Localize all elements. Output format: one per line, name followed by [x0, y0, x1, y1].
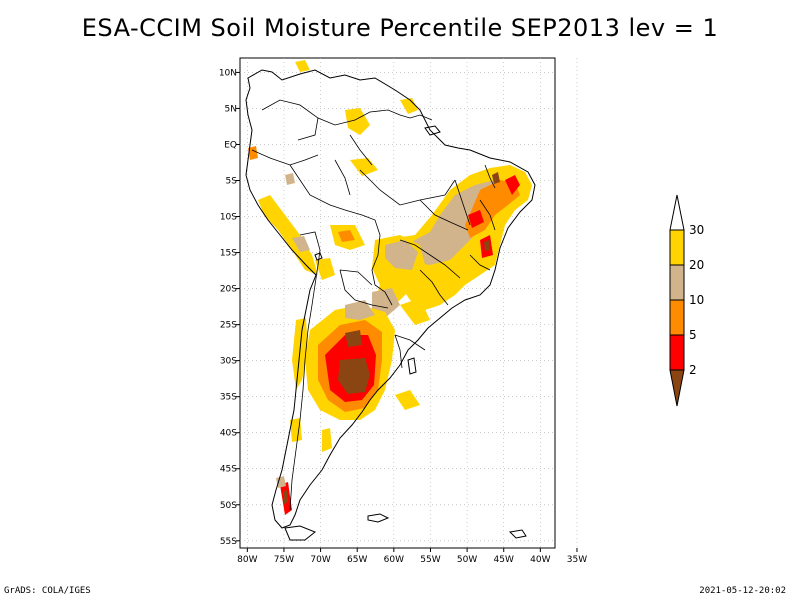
- border-argentina-paraguay: [339, 269, 389, 309]
- lat-tick-label: 5N: [225, 104, 237, 114]
- border-brazil-states-10: [469, 254, 491, 271]
- tierra-del-fuego: [284, 525, 316, 541]
- shade-ne-brown-2: [492, 172, 500, 184]
- colorbar-bin-20-30: [669, 229, 685, 266]
- lat-tick-label: 20S: [220, 285, 237, 295]
- lat-tick-label: 10N: [219, 68, 237, 78]
- lat-tick-label: 55S: [220, 537, 237, 547]
- shade-ecuador-orange: [248, 146, 258, 160]
- map-title: ESA-CCIM Soil Moisture Percentile SEP201…: [81, 14, 719, 42]
- colorbar-label-5: 5: [689, 328, 697, 342]
- border-brazil-states-4: [454, 179, 471, 226]
- lake-titicaca: [314, 252, 323, 261]
- lat-tick-label: 5S: [226, 177, 238, 187]
- shade-amazon-yellow-2: [350, 158, 378, 176]
- shade-argentina-brown-1: [338, 358, 370, 394]
- lat-tick-label: 30S: [220, 357, 237, 367]
- lon-tick-label: 50W: [457, 555, 477, 565]
- shade-pampa-tan: [395, 390, 420, 410]
- marajo-island: [424, 125, 441, 136]
- lagoa-dos-patos: [407, 357, 417, 375]
- shade-venezuela-yellow: [295, 60, 310, 72]
- latitude-labels: 10N 5N EQ 5S 10S 15S 20S 25S 30S 35S 40S 45S 50S 55S: [219, 68, 240, 547]
- shade-ne-red-1: [505, 175, 520, 195]
- falkland-islands: [367, 513, 390, 523]
- border-brazil-states-9: [334, 159, 351, 196]
- border-brazil-states-5: [479, 199, 496, 231]
- country-borders: [251, 99, 496, 511]
- colorbar-arrow-top: [669, 194, 685, 231]
- shade-amazon-yellow: [345, 108, 370, 135]
- colorbar-label-30: 30: [689, 223, 704, 237]
- south-america-coast: [245, 69, 536, 529]
- lat-tick-label: 40S: [220, 429, 237, 439]
- border-peru-brazil: [289, 164, 346, 211]
- colorbar-bin-2-5: [669, 334, 685, 371]
- colorbar-bin-10-20: [669, 264, 685, 301]
- border-colombia-venezuela: [261, 99, 319, 141]
- colorbar-label-20: 20: [689, 258, 704, 272]
- lon-tick-label: 70W: [310, 555, 330, 565]
- shade-amazon-tan: [285, 173, 295, 185]
- border-brazil-states-2: [399, 239, 461, 279]
- colorbar-arrow-bottom: [669, 369, 685, 407]
- border-peru-bolivia: [299, 231, 321, 266]
- shade-peru-tan: [292, 236, 310, 252]
- shade-bolivia-orange: [338, 230, 355, 242]
- border-chile-argentina: [289, 264, 319, 511]
- footer-credit: GrADS: COLA/IGES: [4, 586, 91, 596]
- colorbar-label-2: 2: [689, 363, 697, 377]
- border-argentina-uruguay: [394, 334, 403, 369]
- shade-patagonia-yellow-2: [290, 418, 302, 442]
- border-bolivia-paraguay: [339, 269, 373, 286]
- border-brazil-states-8: [349, 134, 373, 166]
- border-brazil-states-1: [419, 199, 469, 231]
- shade-peru-yellow: [258, 195, 318, 275]
- border-brazil-states-7: [359, 169, 456, 206]
- colorbar-bin-5-10: [669, 299, 685, 336]
- border-brazil-states-6: [484, 164, 496, 189]
- colorbar-label-10: 10: [689, 293, 704, 307]
- lon-tick-label: 35W: [567, 555, 587, 565]
- lat-tick-label: 15S: [220, 249, 237, 259]
- shade-se-brazil-yellow: [400, 298, 430, 325]
- border-brazil-bolivia: [344, 209, 381, 286]
- shade-southchile-tan: [276, 476, 286, 488]
- lon-tick-label: 80W: [237, 555, 257, 565]
- shade-ne-red-2: [468, 210, 484, 228]
- lon-tick-label: 40W: [530, 555, 550, 565]
- lon-tick-label: 45W: [494, 555, 514, 565]
- lat-tick-label: 45S: [220, 465, 237, 475]
- lat-tick-label: EQ: [224, 140, 237, 150]
- coastlines: [245, 69, 536, 541]
- lat-tick-label: 25S: [220, 321, 237, 331]
- lat-tick-label: 35S: [220, 393, 237, 403]
- lon-tick-label: 75W: [274, 555, 294, 565]
- border-guianas: [399, 114, 433, 121]
- shade-guiana-yellow: [400, 98, 418, 114]
- lon-tick-label: 65W: [347, 555, 367, 565]
- shade-argentina-brown-2: [345, 330, 362, 347]
- soil-moisture-shading: [248, 60, 532, 515]
- shade-chaco-yellow: [345, 300, 375, 320]
- border-brazil-states-3: [419, 269, 449, 306]
- shade-andes-bolivia: [315, 258, 335, 280]
- south-georgia: [508, 529, 527, 539]
- border-venezuela-brazil: [317, 109, 401, 126]
- footer-timestamp: 2021-05-12-20:02: [699, 586, 786, 596]
- border-paraguay-brazil: [374, 284, 393, 306]
- inland-features: [314, 125, 441, 375]
- shade-ne-brown-1: [484, 240, 490, 251]
- shade-central-tan: [385, 240, 418, 270]
- colorbar: 30 20 10 5 2: [669, 194, 704, 407]
- shade-southchile-brown: [283, 490, 288, 504]
- lon-tick-label: 55W: [420, 555, 440, 565]
- lat-tick-label: 50S: [220, 501, 237, 511]
- lat-tick-label: 10S: [220, 213, 237, 223]
- border-uruguay-brazil: [394, 334, 426, 351]
- shade-patagonia-yellow-1: [322, 428, 332, 452]
- lon-tick-label: 60W: [384, 555, 404, 565]
- longitude-labels: 80W 75W 70W 65W 60W 55W 50W 45W 40W 35W: [237, 548, 587, 565]
